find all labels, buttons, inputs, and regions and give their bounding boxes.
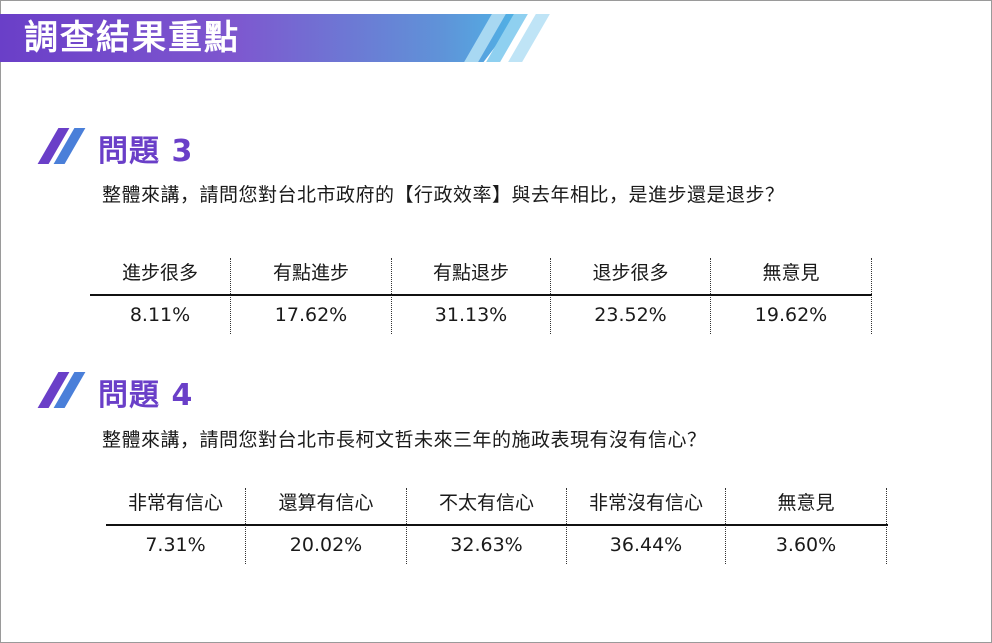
column-header: 有點退步	[432, 262, 509, 284]
column-value: 36.44%	[609, 534, 683, 556]
column-header: 無意見	[762, 262, 820, 284]
table-header-rule	[90, 294, 872, 296]
column-value: 7.31%	[145, 534, 206, 556]
question-4-table: 非常有信心 7.31% 還算有信心 20.02% 不太有信心 32.63% 非常…	[106, 488, 888, 568]
table-column: 非常沒有信心 36.44%	[567, 488, 726, 564]
column-header: 進步很多	[121, 262, 198, 284]
table-column: 還算有信心 20.02%	[246, 488, 407, 564]
table-column: 進步很多 8.11%	[90, 258, 231, 334]
column-header: 不太有信心	[438, 492, 534, 514]
column-header: 無意見	[777, 492, 835, 514]
column-value: 32.63%	[450, 534, 523, 556]
column-value: 23.52%	[594, 304, 667, 326]
table-column: 不太有信心 32.63%	[407, 488, 567, 564]
question-3-text: 整體來講，請問您對台北市政府的【行政效率】與去年相比，是進步還是退步？	[102, 184, 785, 206]
question-4-text: 整體來講，請問您對台北市長柯文哲未來三年的施政表現有沒有信心？	[102, 429, 707, 451]
column-header: 有點進步	[272, 262, 349, 284]
column-header: 退步很多	[592, 262, 669, 284]
column-header: 還算有信心	[278, 492, 374, 514]
table-column: 退步很多 23.52%	[551, 258, 711, 334]
table-column: 非常有信心 7.31%	[106, 488, 246, 564]
table-column: 有點進步 17.62%	[231, 258, 392, 334]
column-header: 非常沒有信心	[588, 492, 703, 514]
table-column: 有點退步 31.13%	[392, 258, 551, 334]
question-3-title: 問題 3	[98, 134, 194, 169]
column-value: 17.62%	[274, 304, 348, 326]
table-column: 無意見 19.62%	[711, 258, 872, 334]
question-3-table: 進步很多 8.11% 有點進步 17.62% 有點退步 31.13% 退步很多 …	[90, 258, 872, 338]
header-banner	[0, 14, 520, 62]
page-title: 調查結果重點	[24, 18, 240, 58]
column-value: 3.60%	[775, 534, 837, 556]
question-4-title: 問題 4	[98, 378, 194, 413]
column-value: 8.11%	[129, 304, 191, 326]
column-value: 20.02%	[289, 534, 363, 556]
column-value: 31.13%	[434, 304, 508, 326]
table-header-rule	[106, 524, 888, 526]
column-header: 非常有信心	[127, 492, 223, 514]
column-value: 19.62%	[754, 304, 828, 326]
table-column: 無意見 3.60%	[726, 488, 887, 564]
